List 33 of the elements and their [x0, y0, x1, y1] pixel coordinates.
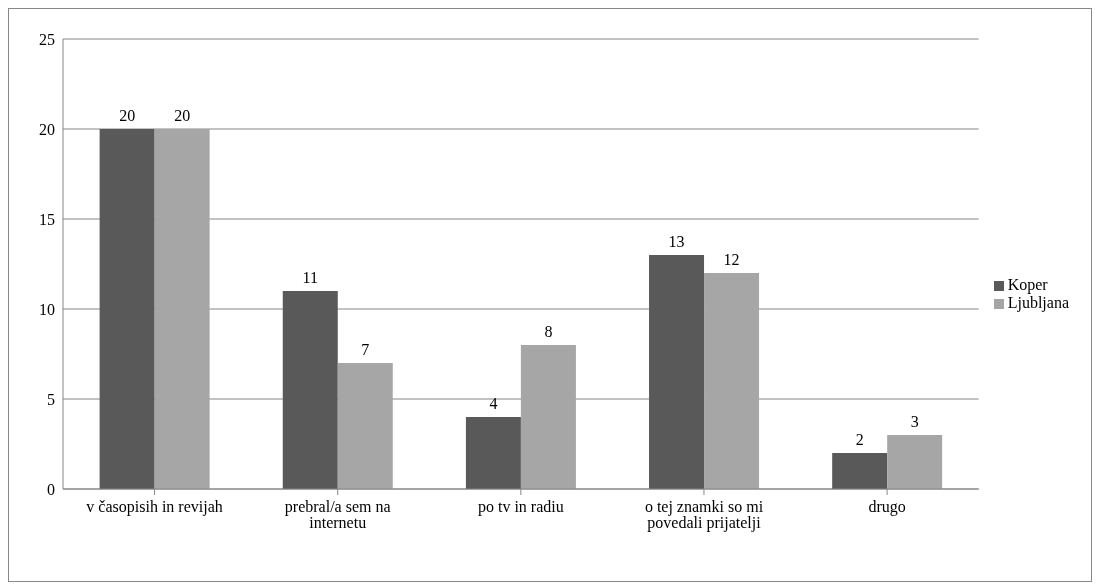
bar	[154, 129, 210, 489]
bar	[99, 129, 155, 489]
data-label: 11	[302, 269, 318, 286]
y-tick-label: 20	[39, 120, 55, 138]
data-label: 8	[544, 323, 553, 340]
bar	[520, 345, 576, 489]
bar	[649, 255, 705, 489]
data-label: 20	[174, 107, 191, 124]
data-label: 3	[910, 413, 919, 430]
data-label: 20	[119, 107, 136, 124]
y-tick-label: 10	[39, 300, 55, 318]
y-tick-label: 0	[47, 480, 55, 498]
legend-label: Ljubljana	[1007, 294, 1069, 311]
x-tick-label: o tej znamki so mi povedali prijatelji	[644, 498, 764, 533]
bar	[465, 417, 521, 489]
data-label: 12	[723, 251, 740, 268]
bar	[282, 291, 338, 489]
bar	[704, 273, 760, 489]
bar	[337, 363, 393, 489]
data-label: 4	[489, 395, 498, 412]
data-label: 7	[361, 341, 370, 358]
x-tick-label: po tv in radiu	[477, 498, 564, 517]
legend-label: Koper	[1007, 276, 1048, 293]
bar	[887, 435, 943, 489]
bar	[832, 453, 888, 489]
y-tick-label: 5	[47, 390, 55, 408]
x-tick-label: drugo	[868, 498, 906, 517]
x-tick-label: prebral/a sem na internetu	[284, 498, 391, 532]
data-label: 2	[855, 431, 864, 448]
data-label: 13	[668, 233, 685, 250]
x-tick-label: v časopisih in revijah	[86, 498, 223, 517]
y-tick-label: 25	[39, 30, 55, 48]
y-tick-label: 15	[39, 210, 55, 228]
